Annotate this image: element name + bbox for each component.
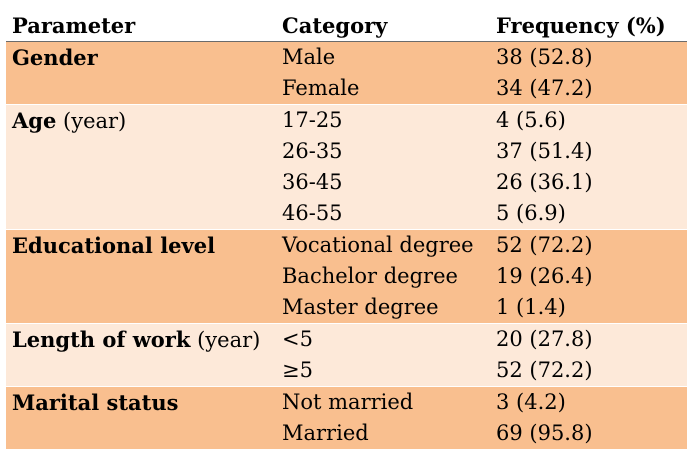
frequency-cell: 37 (51.4) [496,139,593,163]
category-cell: Not married [282,390,414,414]
frequency-cell: 19 (26.4) [496,264,593,288]
table-row: Gender Male 38 (52.8) [6,42,687,73]
category-cell: Female [282,76,360,100]
parameter-cell: Educational level [12,230,215,262]
header-category: Category [282,13,388,38]
group-age: Age (year) 17-25 4 (5.6) 26-35 37 (51.4)… [6,105,687,230]
category-cell: Bachelor degree [282,264,458,288]
parameter-unit: (year) [190,328,261,352]
category-cell: ≥5 [282,358,313,382]
category-cell: Married [282,421,369,445]
frequency-cell: 3 (4.2) [496,390,566,414]
frequency-cell: 52 (72.2) [496,358,593,382]
category-cell: Master degree [282,295,439,319]
parameter-name: Gender [12,45,98,70]
category-cell: 36-45 [282,170,343,194]
table-row: Master degree 1 (1.4) [6,292,687,323]
parameter-cell: Marital status [12,387,178,419]
group-length-of-work: Length of work (year) <5 20 (27.8) ≥5 52… [6,324,687,387]
frequency-cell: 26 (36.1) [496,170,593,194]
table-row: Educational level Vocational degree 52 (… [6,230,687,261]
table-row: 26-35 37 (51.4) [6,136,687,167]
table-row: Bachelor degree 19 (26.4) [6,261,687,292]
category-cell: 17-25 [282,108,343,132]
frequency-cell: 38 (52.8) [496,45,593,69]
category-cell: 26-35 [282,139,343,163]
frequency-cell: 4 (5.6) [496,108,566,132]
table-row: ≥5 52 (72.2) [6,355,687,386]
category-cell: Male [282,45,336,69]
table-row: Female 34 (47.2) [6,73,687,104]
table-row: 36-45 26 (36.1) [6,167,687,198]
table-row: Married 69 (95.8) [6,418,687,449]
table-row: Age (year) 17-25 4 (5.6) [6,105,687,136]
parameter-unit: (year) [56,109,127,133]
parameter-cell: Gender [12,42,98,74]
parameter-name: Educational level [12,233,216,258]
table-row: Marital status Not married 3 (4.2) [6,387,687,418]
frequency-cell: 52 (72.2) [496,233,593,257]
frequency-cell: 20 (27.8) [496,327,593,351]
category-cell: Vocational degree [282,233,474,257]
parameter-cell: Age (year) [12,105,126,137]
parameter-cell: Length of work (year) [12,324,260,356]
category-cell: <5 [282,327,313,351]
group-gender: Gender Male 38 (52.8) Female 34 (47.2) [6,42,687,105]
header-frequency: Frequency (%) [496,13,666,38]
demographics-table: Parameter Category Frequency (%) Gender … [6,10,687,450]
parameter-name: Length of work [12,327,191,352]
category-cell: 46-55 [282,201,343,225]
frequency-cell: 5 (6.9) [496,201,566,225]
group-educational-level: Educational level Vocational degree 52 (… [6,230,687,324]
group-marital-status: Marital status Not married 3 (4.2) Marri… [6,387,687,450]
table-row: 46-55 5 (6.9) [6,198,687,229]
frequency-cell: 69 (95.8) [496,421,593,445]
frequency-cell: 34 (47.2) [496,76,593,100]
table-header-row: Parameter Category Frequency (%) [6,10,687,42]
header-parameter: Parameter [12,13,136,38]
frequency-cell: 1 (1.4) [496,295,566,319]
table-row: Length of work (year) <5 20 (27.8) [6,324,687,355]
parameter-name: Marital status [12,390,179,415]
parameter-name: Age [12,108,57,133]
